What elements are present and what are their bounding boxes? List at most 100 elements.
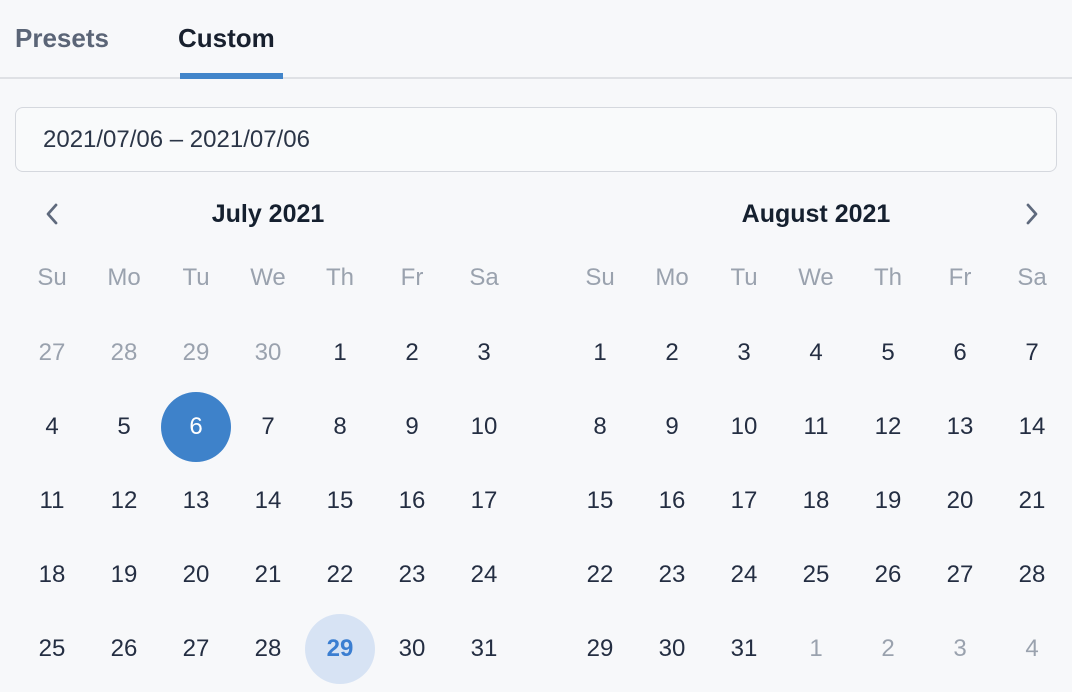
day-cell[interactable]: 18 [16, 538, 88, 612]
day-cell[interactable]: 8 [564, 390, 636, 464]
day-cell[interactable]: 2 [376, 316, 448, 390]
day-cell[interactable]: 1 [304, 316, 376, 390]
day-cell[interactable]: 30 [376, 612, 448, 686]
day-cell[interactable]: 3 [924, 612, 996, 686]
day-cell[interactable]: 24 [708, 538, 780, 612]
day-number: 18 [38, 561, 66, 588]
day-cell[interactable]: 23 [636, 538, 708, 612]
day-cell-today[interactable]: 29 [304, 612, 376, 686]
day-cell[interactable]: 3 [708, 316, 780, 390]
date-range-input[interactable]: 2021/07/06 – 2021/07/06 [15, 107, 1057, 172]
day-cell[interactable]: 30 [636, 612, 708, 686]
day-cell[interactable]: 27 [924, 538, 996, 612]
day-cell[interactable]: 12 [88, 464, 160, 538]
day-cell[interactable]: 31 [448, 612, 520, 686]
day-cell[interactable]: 1 [780, 612, 852, 686]
day-cell[interactable]: 4 [996, 612, 1068, 686]
day-cell[interactable]: 27 [160, 612, 232, 686]
day-cell[interactable]: 29 [564, 612, 636, 686]
day-cell[interactable]: 13 [160, 464, 232, 538]
day-cell[interactable]: 16 [376, 464, 448, 538]
day-cell-selected[interactable]: 6 [160, 390, 232, 464]
day-cell[interactable]: 9 [376, 390, 448, 464]
day-cell[interactable]: 28 [232, 612, 304, 686]
day-cell[interactable]: 10 [708, 390, 780, 464]
day-name-label: We [250, 264, 286, 291]
day-cell[interactable]: 24 [448, 538, 520, 612]
day-number: 18 [802, 487, 830, 514]
prev-month-button[interactable] [16, 188, 88, 240]
day-name-label: Sa [469, 264, 499, 291]
day-cell[interactable]: 22 [304, 538, 376, 612]
next-month-button[interactable] [996, 188, 1068, 240]
day-number: 13 [946, 413, 974, 440]
day-number: 13 [182, 487, 210, 514]
day-cell[interactable]: 9 [636, 390, 708, 464]
week-row: 29 30 31 1 2 3 4 [564, 612, 1068, 686]
day-cell[interactable]: 7 [996, 316, 1068, 390]
day-cell[interactable]: 10 [448, 390, 520, 464]
day-number: 2 [405, 339, 419, 366]
day-cell[interactable]: 26 [88, 612, 160, 686]
day-cell[interactable]: 3 [448, 316, 520, 390]
day-cell[interactable]: 25 [780, 538, 852, 612]
day-cell[interactable]: 21 [232, 538, 304, 612]
day-cell[interactable]: 26 [852, 538, 924, 612]
day-cell[interactable]: 19 [88, 538, 160, 612]
day-cell[interactable]: 14 [996, 390, 1068, 464]
day-name-label: Tu [182, 264, 210, 291]
day-cell[interactable]: 15 [304, 464, 376, 538]
day-cell[interactable]: 11 [780, 390, 852, 464]
day-cell[interactable]: 20 [924, 464, 996, 538]
day-number: 11 [39, 487, 65, 514]
week-row: 25 26 27 28 29 30 31 [16, 612, 520, 686]
day-number: 23 [398, 561, 426, 588]
day-cell[interactable]: 2 [852, 612, 924, 686]
week-row: 27 28 29 30 1 2 3 [16, 316, 520, 390]
day-cell[interactable]: 13 [924, 390, 996, 464]
day-cell[interactable]: 28 [996, 538, 1068, 612]
calendar-august: August 2021 Su Mo Tu We Th Fr Sa 1 2 3 4 5 6 7 8 9 10 11… [564, 188, 1068, 686]
day-cell[interactable]: 14 [232, 464, 304, 538]
day-cell[interactable]: 7 [232, 390, 304, 464]
tab-custom[interactable]: Custom [178, 0, 275, 77]
day-cell[interactable]: 4 [780, 316, 852, 390]
day-cell[interactable]: 31 [708, 612, 780, 686]
day-cell[interactable]: 28 [88, 316, 160, 390]
day-cell[interactable]: 5 [88, 390, 160, 464]
day-cell[interactable]: 27 [16, 316, 88, 390]
day-cell[interactable]: 18 [780, 464, 852, 538]
day-cell[interactable]: 22 [564, 538, 636, 612]
day-cell[interactable]: 25 [16, 612, 88, 686]
day-number: 19 [874, 487, 902, 514]
day-cell[interactable]: 20 [160, 538, 232, 612]
day-cell[interactable]: 16 [636, 464, 708, 538]
day-cell[interactable]: 5 [852, 316, 924, 390]
day-cell[interactable]: 2 [636, 316, 708, 390]
day-cell[interactable]: 6 [924, 316, 996, 390]
tab-bar: Presets Custom [0, 0, 1072, 79]
day-number: 29 [182, 339, 210, 366]
day-number: 30 [254, 339, 282, 366]
day-cell[interactable]: 8 [304, 390, 376, 464]
active-tab-indicator [180, 73, 283, 79]
day-cell[interactable]: 17 [448, 464, 520, 538]
day-number: 10 [730, 413, 758, 440]
day-cell[interactable]: 19 [852, 464, 924, 538]
day-number: 30 [398, 635, 426, 662]
day-cell[interactable]: 15 [564, 464, 636, 538]
day-cell[interactable]: 4 [16, 390, 88, 464]
day-cell[interactable]: 12 [852, 390, 924, 464]
day-number: 30 [658, 635, 686, 662]
day-cell[interactable]: 11 [16, 464, 88, 538]
tab-presets[interactable]: Presets [15, 0, 109, 77]
day-cell[interactable]: 23 [376, 538, 448, 612]
day-cell[interactable]: 29 [160, 316, 232, 390]
day-number: 7 [1025, 339, 1039, 366]
day-cell[interactable]: 1 [564, 316, 636, 390]
calendar-august-header: August 2021 [564, 188, 1068, 240]
day-cell[interactable]: 30 [232, 316, 304, 390]
week-row: 18 19 20 21 22 23 24 [16, 538, 520, 612]
day-cell[interactable]: 21 [996, 464, 1068, 538]
day-cell[interactable]: 17 [708, 464, 780, 538]
